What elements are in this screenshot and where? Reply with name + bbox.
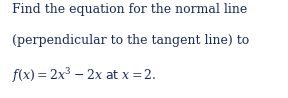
Text: (perpendicular to the tangent line) to: (perpendicular to the tangent line) to bbox=[12, 34, 249, 47]
Text: Find the equation for the normal line: Find the equation for the normal line bbox=[12, 3, 247, 16]
Text: $f(x) = 2x^3 - 2x$ at $x = 2.$: $f(x) = 2x^3 - 2x$ at $x = 2.$ bbox=[12, 66, 156, 85]
